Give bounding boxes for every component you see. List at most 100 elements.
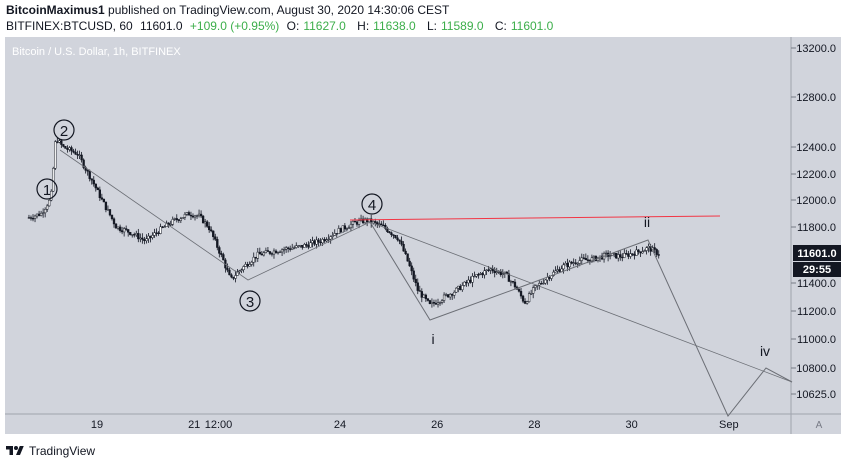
candle-body	[157, 232, 160, 234]
candle-body	[183, 214, 187, 218]
candle-body	[540, 283, 543, 285]
candle-body	[248, 264, 251, 267]
candle-body	[635, 249, 638, 256]
author-name[interactable]: BitcoinMaximus1	[6, 3, 105, 17]
x-tick-label: Sep	[719, 419, 739, 431]
candle-body	[106, 209, 110, 211]
y-tick-label: 11400.0	[797, 278, 836, 290]
candle-body	[244, 263, 247, 267]
candle-body	[203, 221, 207, 224]
open-value: 11627.0	[303, 19, 346, 33]
candle-body	[434, 302, 438, 305]
candle-body	[153, 232, 156, 236]
candle-body	[33, 215, 37, 219]
bar-countdown: 29:55	[803, 264, 831, 276]
candle-body	[278, 251, 282, 253]
candle-body	[27, 217, 31, 219]
x-tick-label: 21	[188, 419, 200, 431]
candle-body	[66, 148, 69, 150]
candle-body	[398, 239, 401, 242]
candle-body	[337, 228, 340, 234]
candle-body	[189, 214, 193, 217]
wave-line-3-4[interactable]	[59, 149, 371, 281]
candle-body	[90, 178, 93, 181]
candle-body	[509, 281, 513, 283]
open-label: O:	[286, 19, 300, 33]
candle-body	[321, 239, 324, 244]
y-tick-label: 10800.0	[796, 363, 836, 375]
candle-body	[455, 287, 458, 293]
candle-body	[52, 168, 55, 192]
y-tick-label: 13200.0	[796, 43, 836, 55]
candle-body	[467, 279, 470, 284]
candle-body	[627, 253, 630, 257]
y-tick-label: 11000.0	[797, 334, 836, 346]
candle-body	[120, 230, 124, 233]
candle-body	[538, 283, 541, 286]
candle-body	[388, 231, 391, 234]
wave-label-3: 3	[246, 294, 254, 311]
candle-body	[345, 228, 349, 230]
candle-body	[558, 269, 561, 272]
time-axis-background[interactable]	[5, 414, 791, 434]
candle-body	[62, 144, 65, 147]
candle-body	[532, 287, 535, 294]
candle-body	[177, 219, 180, 221]
candle-body	[343, 225, 347, 230]
wave-projection[interactable]	[369, 221, 793, 417]
candle-body	[191, 215, 195, 218]
candle-body	[378, 223, 381, 225]
candle-body	[349, 224, 353, 229]
candle-body	[232, 276, 235, 279]
candle-body	[266, 250, 270, 252]
candle-body	[615, 252, 618, 259]
candle-body	[402, 243, 405, 252]
candle-body	[222, 254, 225, 261]
candle-body	[315, 239, 318, 245]
price-axis-background[interactable]	[791, 37, 841, 434]
y-tick-label: 12000.0	[796, 195, 836, 207]
candle-body	[645, 247, 648, 251]
candle-body	[187, 212, 191, 216]
candle-body	[501, 273, 504, 275]
candle-body	[556, 269, 559, 272]
last-price-tag[interactable]: 11601.0 29:55	[793, 245, 841, 277]
candle-body	[633, 253, 636, 256]
candle-body	[240, 269, 243, 271]
candle-body	[404, 250, 407, 255]
candle-body	[475, 274, 478, 277]
candle-body	[262, 252, 266, 256]
candle-body	[303, 244, 306, 248]
trend-channel-line[interactable]	[369, 221, 793, 383]
brand-name[interactable]: TradingView	[29, 444, 96, 458]
candle-body	[592, 256, 596, 259]
candle-body	[374, 221, 377, 223]
auto-scale-button[interactable]: A	[816, 420, 823, 431]
candle-body	[446, 294, 450, 298]
y-tick-label: 11800.0	[797, 222, 836, 234]
candle-body	[382, 224, 385, 227]
candle-body	[422, 294, 425, 298]
candle-body	[118, 226, 122, 231]
candle-body	[477, 274, 480, 276]
candle-body	[125, 228, 128, 230]
candle-body	[625, 253, 628, 255]
candle-body	[653, 247, 656, 250]
candle-body	[297, 245, 300, 247]
candle-body	[291, 247, 294, 250]
candle-body	[351, 221, 355, 225]
candle-body	[163, 226, 166, 228]
candle-body	[357, 220, 361, 225]
candle-body	[135, 233, 138, 236]
candle-body	[234, 275, 237, 279]
candle-body	[131, 234, 134, 236]
candle-body	[590, 257, 594, 263]
candle-body	[280, 249, 284, 253]
candle-body	[392, 234, 395, 236]
candle-body	[655, 249, 658, 255]
candle-body	[282, 249, 286, 251]
candle-body	[461, 285, 464, 291]
resistance-line[interactable]	[349, 215, 721, 221]
candle-body	[212, 230, 215, 238]
